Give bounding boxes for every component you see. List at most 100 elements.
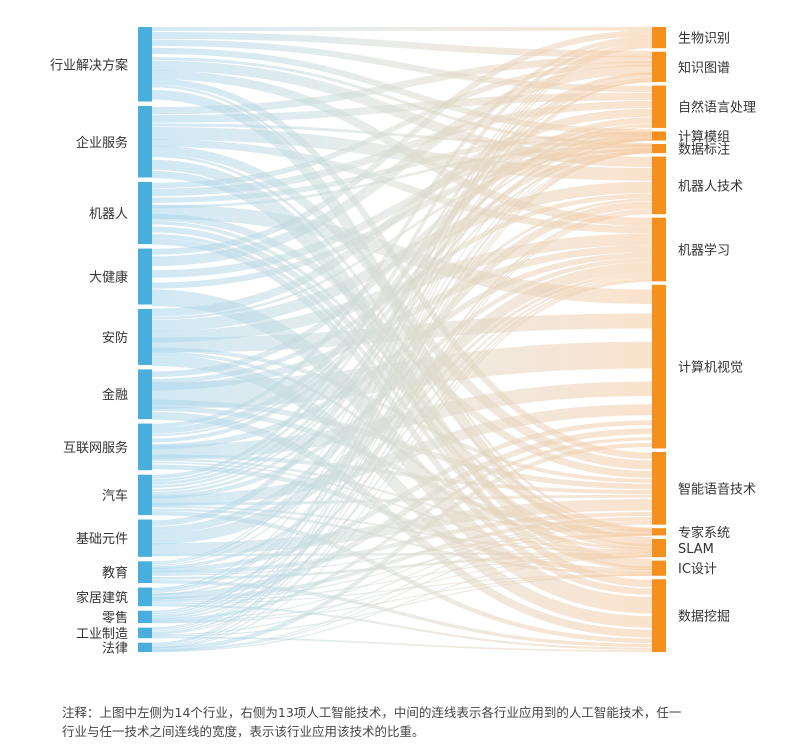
flow-link <box>151 454 653 495</box>
flow-link <box>151 354 653 628</box>
flow-link <box>151 145 653 209</box>
industry-bar <box>138 423 152 471</box>
technology-label: 数据挖掘 <box>678 610 730 625</box>
industry-label: 金融 <box>102 387 128 403</box>
flow-link <box>151 89 653 547</box>
flow-link <box>151 553 653 580</box>
industry-label: 法律 <box>102 641 128 656</box>
flow-link <box>151 204 653 305</box>
sankey-diagram: 行业解决方案企业服务机器人大健康安防金融互联网服务汽车基础元件教育家居建筑零售工… <box>50 26 756 656</box>
technology-bar <box>652 284 666 449</box>
flow-link <box>151 233 653 343</box>
flow-link <box>151 213 653 648</box>
flow-link <box>151 636 653 652</box>
industry-bar <box>138 308 152 365</box>
footnote-line-2: 行业与任一技术之间连线的宽度，表示该行业应用该技术的比重。 <box>62 724 425 739</box>
flow-link <box>151 139 653 234</box>
industry-label: 企业服务 <box>76 135 128 151</box>
flow-link <box>151 47 653 136</box>
flow-link <box>151 252 653 450</box>
industry-nodes: 行业解决方案企业服务机器人大健康安防金融互联网服务汽车基础元件教育家居建筑零售工… <box>50 27 152 656</box>
technology-bar <box>652 131 666 141</box>
technology-bar <box>652 85 666 128</box>
flow-link <box>151 108 653 317</box>
flow-link <box>151 126 653 181</box>
footnote-line-1: 注释：上图中左侧为14个行业，右侧为13项人工智能技术，中间的连线表示各行业应用… <box>62 705 682 720</box>
flow-link <box>151 226 653 550</box>
technology-label: 专家系统 <box>678 525 730 541</box>
flow-link <box>151 32 653 58</box>
technology-bar <box>652 451 666 525</box>
flow-link <box>151 411 653 638</box>
industry-bar <box>138 642 152 652</box>
industry-bar <box>138 561 152 584</box>
industry-bar <box>138 27 152 102</box>
industry-label: 工业制造 <box>76 627 128 642</box>
flow-link <box>151 604 653 650</box>
flow-link <box>151 428 653 600</box>
flow-link <box>151 579 653 648</box>
flow-link <box>151 213 653 478</box>
industry-label: 行业解决方案 <box>50 57 128 73</box>
industry-bar <box>138 181 152 245</box>
industry-bar <box>138 369 152 420</box>
flow-link <box>151 170 653 588</box>
industry-bar <box>138 106 152 178</box>
flow-link <box>151 494 653 506</box>
technology-bar <box>652 51 666 83</box>
industry-label: 安防 <box>102 330 128 346</box>
technology-label: 智能语音技术 <box>678 481 756 497</box>
flow-link <box>151 154 653 531</box>
industry-label: 大健康 <box>89 270 128 286</box>
industry-bar <box>138 474 152 516</box>
technology-label: 数据标注 <box>678 143 730 158</box>
industry-bar <box>138 519 152 557</box>
technology-bar <box>652 579 666 652</box>
flow-link <box>151 159 653 569</box>
industry-label: 机器人 <box>89 207 128 222</box>
technology-bar <box>652 144 666 154</box>
industry-bar <box>138 587 152 607</box>
industry-bar <box>138 627 152 639</box>
technology-label: 自然语言处理 <box>678 100 756 116</box>
technology-bar <box>652 560 666 576</box>
flow-link <box>151 238 653 595</box>
flow-link <box>151 234 653 571</box>
flow-link <box>151 60 653 168</box>
technology-label: 计算机视觉 <box>678 361 743 376</box>
technology-bar <box>652 538 666 558</box>
flow-link <box>151 123 653 147</box>
flow-link <box>151 406 653 536</box>
flow-link <box>151 313 653 353</box>
flow-link <box>151 78 653 459</box>
technology-bar <box>652 27 666 49</box>
technology-bar <box>652 217 666 282</box>
flow-link <box>151 574 653 624</box>
technology-label: IC设计 <box>678 562 717 577</box>
flow-link <box>151 70 653 227</box>
technology-bar <box>652 156 666 215</box>
flow-link <box>151 57 653 146</box>
industry-label: 基础元件 <box>76 532 128 547</box>
flow-link <box>151 552 653 557</box>
industry-label: 互联网服务 <box>63 440 128 456</box>
flow-link <box>151 289 653 614</box>
industry-label: 零售 <box>102 610 128 626</box>
technology-label: 生物识别 <box>678 32 730 47</box>
industry-label: 家居建筑 <box>76 590 128 606</box>
flow-link <box>151 39 653 93</box>
technology-label: 知识图谱 <box>678 60 730 76</box>
flow-link <box>151 84 653 530</box>
technology-label: 机器学习 <box>678 243 730 259</box>
technology-nodes: 生物识别知识图谱自然语言处理计算模组数据标注机器人技术机器学习计算机视觉智能语音… <box>652 27 756 652</box>
industry-label: 汽车 <box>102 488 128 504</box>
footnote: 注释：上图中左侧为14个行业，右侧为13项人工智能技术，中间的连线表示各行业应用… <box>62 703 762 741</box>
industry-label: 教育 <box>102 565 128 581</box>
industry-bar <box>138 610 152 624</box>
technology-label: SLAM <box>678 542 714 557</box>
flow-link <box>151 574 653 637</box>
flow-link <box>151 510 653 644</box>
technology-label: 机器人技术 <box>678 179 743 194</box>
technology-bar <box>652 528 666 536</box>
flow-links <box>151 26 653 653</box>
